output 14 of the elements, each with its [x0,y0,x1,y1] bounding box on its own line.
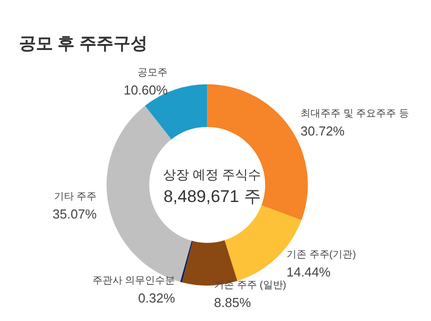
data-label: 8.85% [214,294,252,310]
slice-label: 기존 주주(기관) [286,249,356,260]
slice-label: 주관사 의무인수분 [92,275,176,286]
chart-title: 공모 후 주주구성 [19,34,148,53]
slice-label: 기타 주주 [54,192,97,203]
data-label: 0.32% [138,290,176,306]
data-label: 10.60% [124,82,168,98]
data-label: 14.44% [286,264,332,280]
slice-label: 최대주주 및 주요주주 등 [300,108,409,120]
text: 상장 예정 주식수 [162,167,262,182]
text: 8,489,671 주 [163,187,261,206]
slice-label: 공모주 [138,68,168,79]
data-label: 30.72% [300,124,346,139]
data-label: 35.07% [52,206,98,222]
